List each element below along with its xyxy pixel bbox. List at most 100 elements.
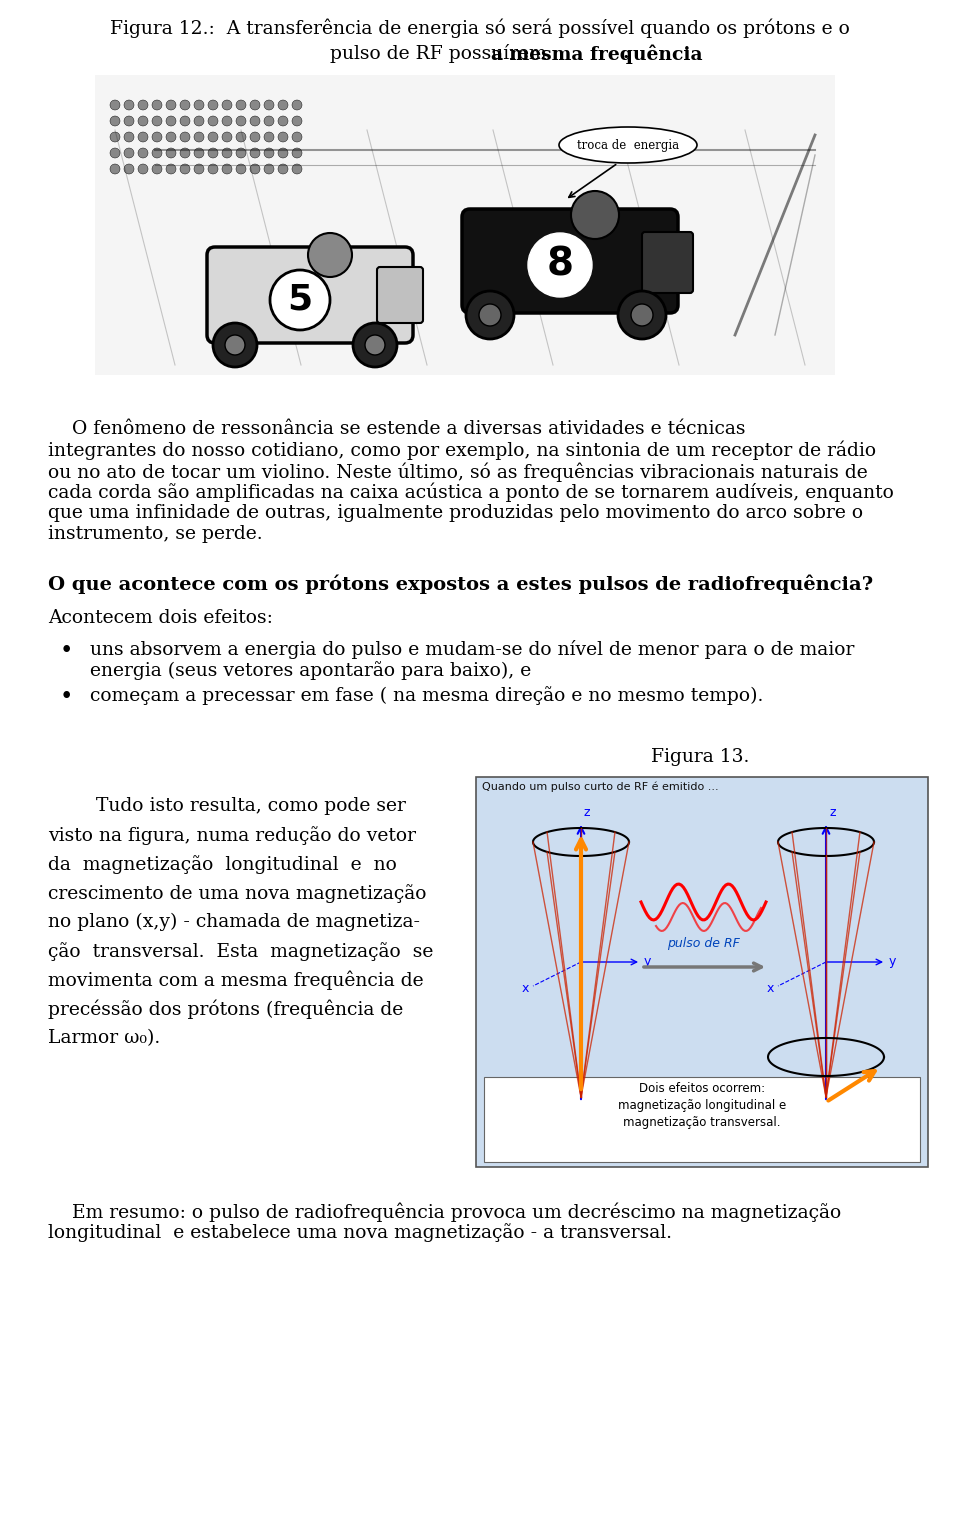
Text: 8: 8 <box>546 247 573 285</box>
Circle shape <box>166 148 176 158</box>
Circle shape <box>222 164 232 174</box>
Text: da  magnetização  longitudinal  e  no: da magnetização longitudinal e no <box>48 855 396 874</box>
Circle shape <box>236 132 246 142</box>
FancyBboxPatch shape <box>377 266 423 323</box>
Circle shape <box>571 190 619 239</box>
Circle shape <box>208 100 218 110</box>
Text: uns absorvem a energia do pulso e mudam-se do nível de menor para o de maior: uns absorvem a energia do pulso e mudam-… <box>90 639 854 659</box>
Text: Figura 12.:  A transferência de energia só será possível quando os prótons e o: Figura 12.: A transferência de energia s… <box>110 18 850 38</box>
Text: Acontecem dois efeitos:: Acontecem dois efeitos: <box>48 609 273 627</box>
Circle shape <box>110 100 120 110</box>
Circle shape <box>250 100 260 110</box>
Text: Larmor ω₀).: Larmor ω₀). <box>48 1029 160 1047</box>
Circle shape <box>292 148 302 158</box>
Text: instrumento, se perde.: instrumento, se perde. <box>48 525 263 543</box>
Text: x: x <box>767 983 774 995</box>
Text: z: z <box>829 807 835 819</box>
Circle shape <box>631 304 653 326</box>
Circle shape <box>278 148 288 158</box>
Circle shape <box>270 269 330 330</box>
Circle shape <box>236 116 246 126</box>
Text: começam a precessar em fase ( na mesma direção e no mesmo tempo).: começam a precessar em fase ( na mesma d… <box>90 686 763 705</box>
Text: a mesma frequência: a mesma frequência <box>491 44 703 64</box>
Circle shape <box>138 148 148 158</box>
Circle shape <box>110 164 120 174</box>
Text: Em resumo: o pulso de radiofrequência provoca um decréscimo na magnetização: Em resumo: o pulso de radiofrequência pr… <box>48 1202 841 1222</box>
Circle shape <box>124 132 134 142</box>
Circle shape <box>236 100 246 110</box>
Text: z: z <box>584 807 590 819</box>
Circle shape <box>264 164 274 174</box>
Circle shape <box>194 132 204 142</box>
Text: 5: 5 <box>287 283 313 317</box>
Circle shape <box>166 132 176 142</box>
Circle shape <box>278 116 288 126</box>
Text: O que acontece com os prótons expostos a estes pulsos de radiofrequência?: O que acontece com os prótons expostos a… <box>48 574 874 594</box>
Text: cada corda são amplificadas na caixa acústica a ponto de se tornarem audíveis, e: cada corda são amplificadas na caixa acú… <box>48 482 894 502</box>
Circle shape <box>618 291 666 339</box>
Circle shape <box>194 148 204 158</box>
Text: Dois efeitos ocorrem:: Dois efeitos ocorrem: <box>639 1082 765 1094</box>
Circle shape <box>166 100 176 110</box>
Circle shape <box>194 100 204 110</box>
Circle shape <box>194 164 204 174</box>
Circle shape <box>292 100 302 110</box>
Text: •: • <box>60 686 73 708</box>
Circle shape <box>292 132 302 142</box>
Circle shape <box>194 116 204 126</box>
Circle shape <box>166 164 176 174</box>
Circle shape <box>264 132 274 142</box>
Text: pulso de RF: pulso de RF <box>667 938 740 950</box>
Circle shape <box>250 164 260 174</box>
Circle shape <box>208 132 218 142</box>
Text: Figura 13.: Figura 13. <box>651 747 749 766</box>
Circle shape <box>180 132 190 142</box>
Text: ção  transversal.  Esta  magnetização  se: ção transversal. Esta magnetização se <box>48 942 433 960</box>
Circle shape <box>479 304 501 326</box>
Text: precéssão dos prótons (frequência de: precéssão dos prótons (frequência de <box>48 1000 403 1020</box>
Circle shape <box>124 164 134 174</box>
FancyBboxPatch shape <box>462 209 678 314</box>
Bar <box>95 75 835 374</box>
Text: visto na figura, numa redução do vetor: visto na figura, numa redução do vetor <box>48 826 416 845</box>
FancyBboxPatch shape <box>642 231 693 294</box>
Circle shape <box>278 100 288 110</box>
Text: •: • <box>60 639 73 662</box>
Circle shape <box>222 148 232 158</box>
Text: magnetização longitudinal e: magnetização longitudinal e <box>618 1099 786 1113</box>
Circle shape <box>110 148 120 158</box>
Circle shape <box>250 132 260 142</box>
Circle shape <box>250 148 260 158</box>
Circle shape <box>528 233 592 297</box>
Circle shape <box>180 116 190 126</box>
Circle shape <box>152 100 162 110</box>
Circle shape <box>222 132 232 142</box>
Circle shape <box>208 116 218 126</box>
Bar <box>476 778 928 1167</box>
Text: O fenômeno de ressonância se estende a diversas atividades e técnicas: O fenômeno de ressonância se estende a d… <box>48 420 746 438</box>
Circle shape <box>278 164 288 174</box>
Circle shape <box>124 100 134 110</box>
Circle shape <box>365 335 385 355</box>
Text: no plano (x,y) - chamada de magnetiza-: no plano (x,y) - chamada de magnetiza- <box>48 913 420 931</box>
Circle shape <box>353 323 397 367</box>
Circle shape <box>466 291 514 339</box>
Text: movimenta com a mesma frequência de: movimenta com a mesma frequência de <box>48 971 423 991</box>
Text: que uma infinidade de outras, igualmente produzidas pelo movimento do arco sobre: que uma infinidade de outras, igualmente… <box>48 504 863 522</box>
Circle shape <box>236 164 246 174</box>
Text: y: y <box>889 956 897 968</box>
Circle shape <box>138 116 148 126</box>
Text: .: . <box>622 44 629 62</box>
Bar <box>484 1078 920 1161</box>
Text: pulso de RF possuírem a mesma frequência.: pulso de RF possuírem a mesma frequência… <box>271 44 689 64</box>
Text: crescimento de uma nova magnetização: crescimento de uma nova magnetização <box>48 884 426 903</box>
Circle shape <box>152 164 162 174</box>
Circle shape <box>138 132 148 142</box>
Circle shape <box>264 116 274 126</box>
Circle shape <box>225 335 245 355</box>
Circle shape <box>124 148 134 158</box>
Circle shape <box>180 164 190 174</box>
Circle shape <box>208 164 218 174</box>
Circle shape <box>208 148 218 158</box>
Circle shape <box>152 148 162 158</box>
